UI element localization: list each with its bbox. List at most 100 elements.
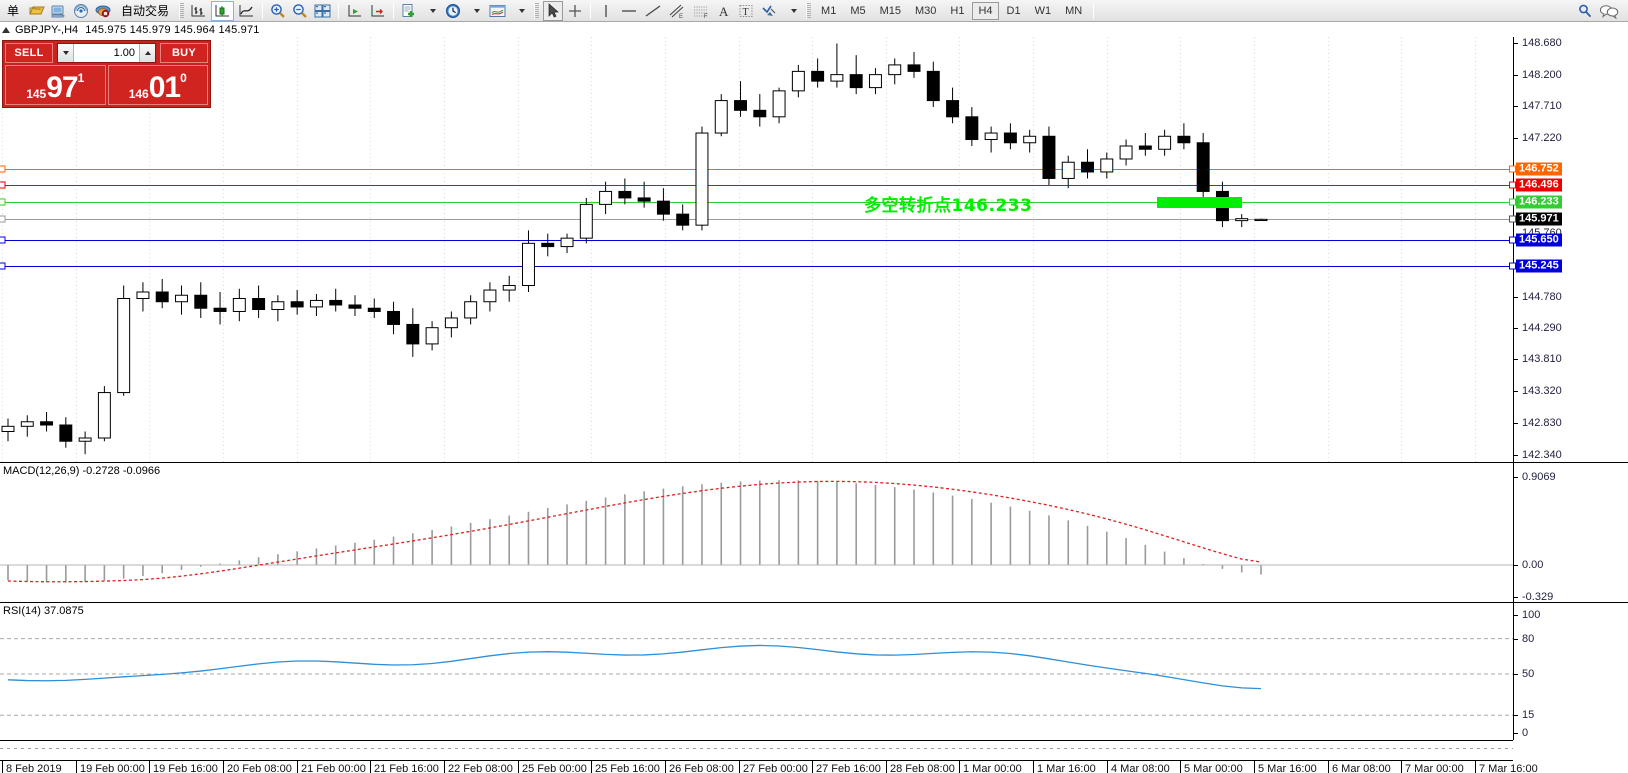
chart-shift-icon[interactable] [344,1,365,21]
line-chart-icon[interactable] [236,1,257,21]
price-level-handle[interactable] [0,198,6,206]
vertical-line-icon[interactable] [596,1,616,21]
sell-button[interactable]: SELL [5,43,53,63]
price-level-label[interactable]: 145.971 [1516,212,1562,226]
price-level-line[interactable] [0,185,1513,187]
signals-icon[interactable] [71,1,91,21]
timeframe-m30[interactable]: M30 [915,4,937,17]
price-pane[interactable]: 多空转折点146.233 148.680 148.200 147.710 147.22… [0,37,1628,462]
new-order-icon[interactable] [399,1,419,21]
toolbar-grip[interactable] [179,2,185,19]
level-highlight-bar[interactable] [1157,197,1242,209]
expert-advisor-icon[interactable] [93,1,113,21]
rsi-series [0,638,1513,716]
collapse-triangle-icon[interactable] [2,27,10,33]
search-icon[interactable] [1575,1,1595,21]
timeframe-m5[interactable]: M5 [850,4,866,17]
text-label-icon[interactable]: A [714,1,734,21]
timeframe-d1[interactable]: D1 [1006,4,1021,17]
templates-dropdown[interactable] [510,1,530,21]
objects-dropdown[interactable] [782,1,802,21]
axis-level-handle[interactable] [1509,262,1516,270]
price-level-label[interactable]: 146.752 [1516,162,1562,176]
axis-level-handle[interactable] [1509,181,1516,189]
price-level-line[interactable] [0,266,1513,268]
chart-area[interactable]: 多空转折点146.233 148.680 148.200 147.710 147.22… [0,37,1628,773]
horizontal-line-icon[interactable] [618,1,640,21]
autotrade-button[interactable]: 自动交易 [121,4,170,18]
timeframe-h4[interactable]: H4 [972,1,999,20]
crosshair-icon[interactable] [565,1,585,21]
objects-list-icon[interactable] [758,1,780,21]
new-order-dropdown[interactable] [421,1,441,21]
ask-price-display[interactable]: 146 01 0 [107,65,208,105]
rsi-plot[interactable] [0,603,1513,740]
scale-tick [1514,359,1518,361]
price-plot[interactable]: 多空转折点146.233 [0,37,1513,462]
timeframe-m1[interactable]: M1 [821,4,837,17]
zoom-out-icon[interactable] [290,1,310,21]
macd-pane[interactable]: MACD(12,26,9) -0.2728 -0.0966 0.9069 0.00… [0,462,1628,603]
candlestick-chart-icon[interactable] [211,0,235,21]
timeframe-m15[interactable]: M15 [879,4,901,17]
zoom-in-icon[interactable] [268,1,288,21]
price-level-label[interactable]: 146.233 [1516,195,1562,209]
axis-level-handle[interactable] [1509,165,1516,173]
templates-icon[interactable] [487,1,508,21]
bar-chart-icon[interactable] [188,1,209,21]
price-level-handle[interactable] [0,236,6,244]
time-axis[interactable]: 8 Feb 2019 19 Feb 00:00 19 Feb 16:00 20 Feb… [0,740,1628,773]
time-tick [665,761,666,773]
symbol-ohlc-bar: GBPJPY-,H4 145.975 145.979 145.964 145.9… [0,23,1628,37]
rsi-pane[interactable]: RSI(14) 37.0875 100 80 50 15 0 [0,602,1628,740]
trendline-icon[interactable] [642,1,664,21]
chart-autoscroll-icon[interactable] [367,1,388,21]
ask-big-figure: 146 [128,87,149,101]
periods-clock-icon[interactable] [443,1,463,21]
chart-annotation-text[interactable]: 多空转折点146.233 [864,196,1033,217]
price-level-handle[interactable] [0,165,6,173]
price-level-line[interactable] [0,219,1513,221]
axis-level-handle[interactable] [1509,198,1516,206]
folder-yellow-icon[interactable] [27,1,47,21]
periods-dropdown[interactable] [465,1,485,21]
timeframe-w1[interactable]: W1 [1034,4,1052,17]
price-level-label[interactable]: 145.650 [1516,233,1562,247]
volume-value[interactable]: 1.00 [74,44,139,62]
tile-windows-icon[interactable] [312,1,333,21]
chat-icon[interactable] [1597,1,1621,21]
grid-line-vertical [665,37,666,462]
bid-price-display[interactable]: 145 97 1 [5,65,106,105]
cursor-arrow-icon[interactable] [543,0,564,21]
price-level-label[interactable]: 145.245 [1516,259,1562,273]
server-connect-icon[interactable] [49,1,69,21]
price-level-handle[interactable] [0,215,6,223]
toolbar-grip-3[interactable] [806,2,812,19]
price-level-line[interactable] [0,168,1513,170]
buy-button[interactable]: BUY [160,43,208,63]
toolbar-grip-2[interactable] [534,2,540,19]
macd-plot[interactable] [0,463,1513,602]
equidistant-channel-icon[interactable]: E [666,1,688,21]
timeframe-mn[interactable]: MN [1065,4,1083,17]
volume-increase-button[interactable] [139,44,155,62]
time-axis-label: 1 Mar 00:00 [963,763,1022,773]
price-level-handle[interactable] [0,262,6,270]
price-level-handle[interactable] [0,181,6,189]
price-level-label[interactable]: 146.496 [1516,178,1562,192]
axis-level-handle[interactable] [1509,215,1516,223]
volume-dropdown-button[interactable] [58,44,74,62]
time-axis-label: 25 Feb 16:00 [595,763,660,773]
axis-level-handle[interactable] [1509,236,1516,244]
volume-stepper[interactable]: 1.00 [57,43,156,63]
price-level-line[interactable] [0,240,1513,242]
timeframe-h1[interactable]: H1 [950,4,965,17]
text-box-icon[interactable]: T [736,1,756,21]
scale-tick [1514,454,1518,456]
grid-line-vertical [1180,37,1181,462]
price-scale[interactable]: 148.680 148.200 147.710 147.220 144.780 144.2… [1509,37,1628,462]
price-tick-label: 142.340 [1522,448,1562,461]
price-level-line[interactable] [0,202,1513,204]
fibonacci-icon[interactable]: F [690,1,712,21]
time-axis-label: 5 Mar 16:00 [1258,763,1317,773]
